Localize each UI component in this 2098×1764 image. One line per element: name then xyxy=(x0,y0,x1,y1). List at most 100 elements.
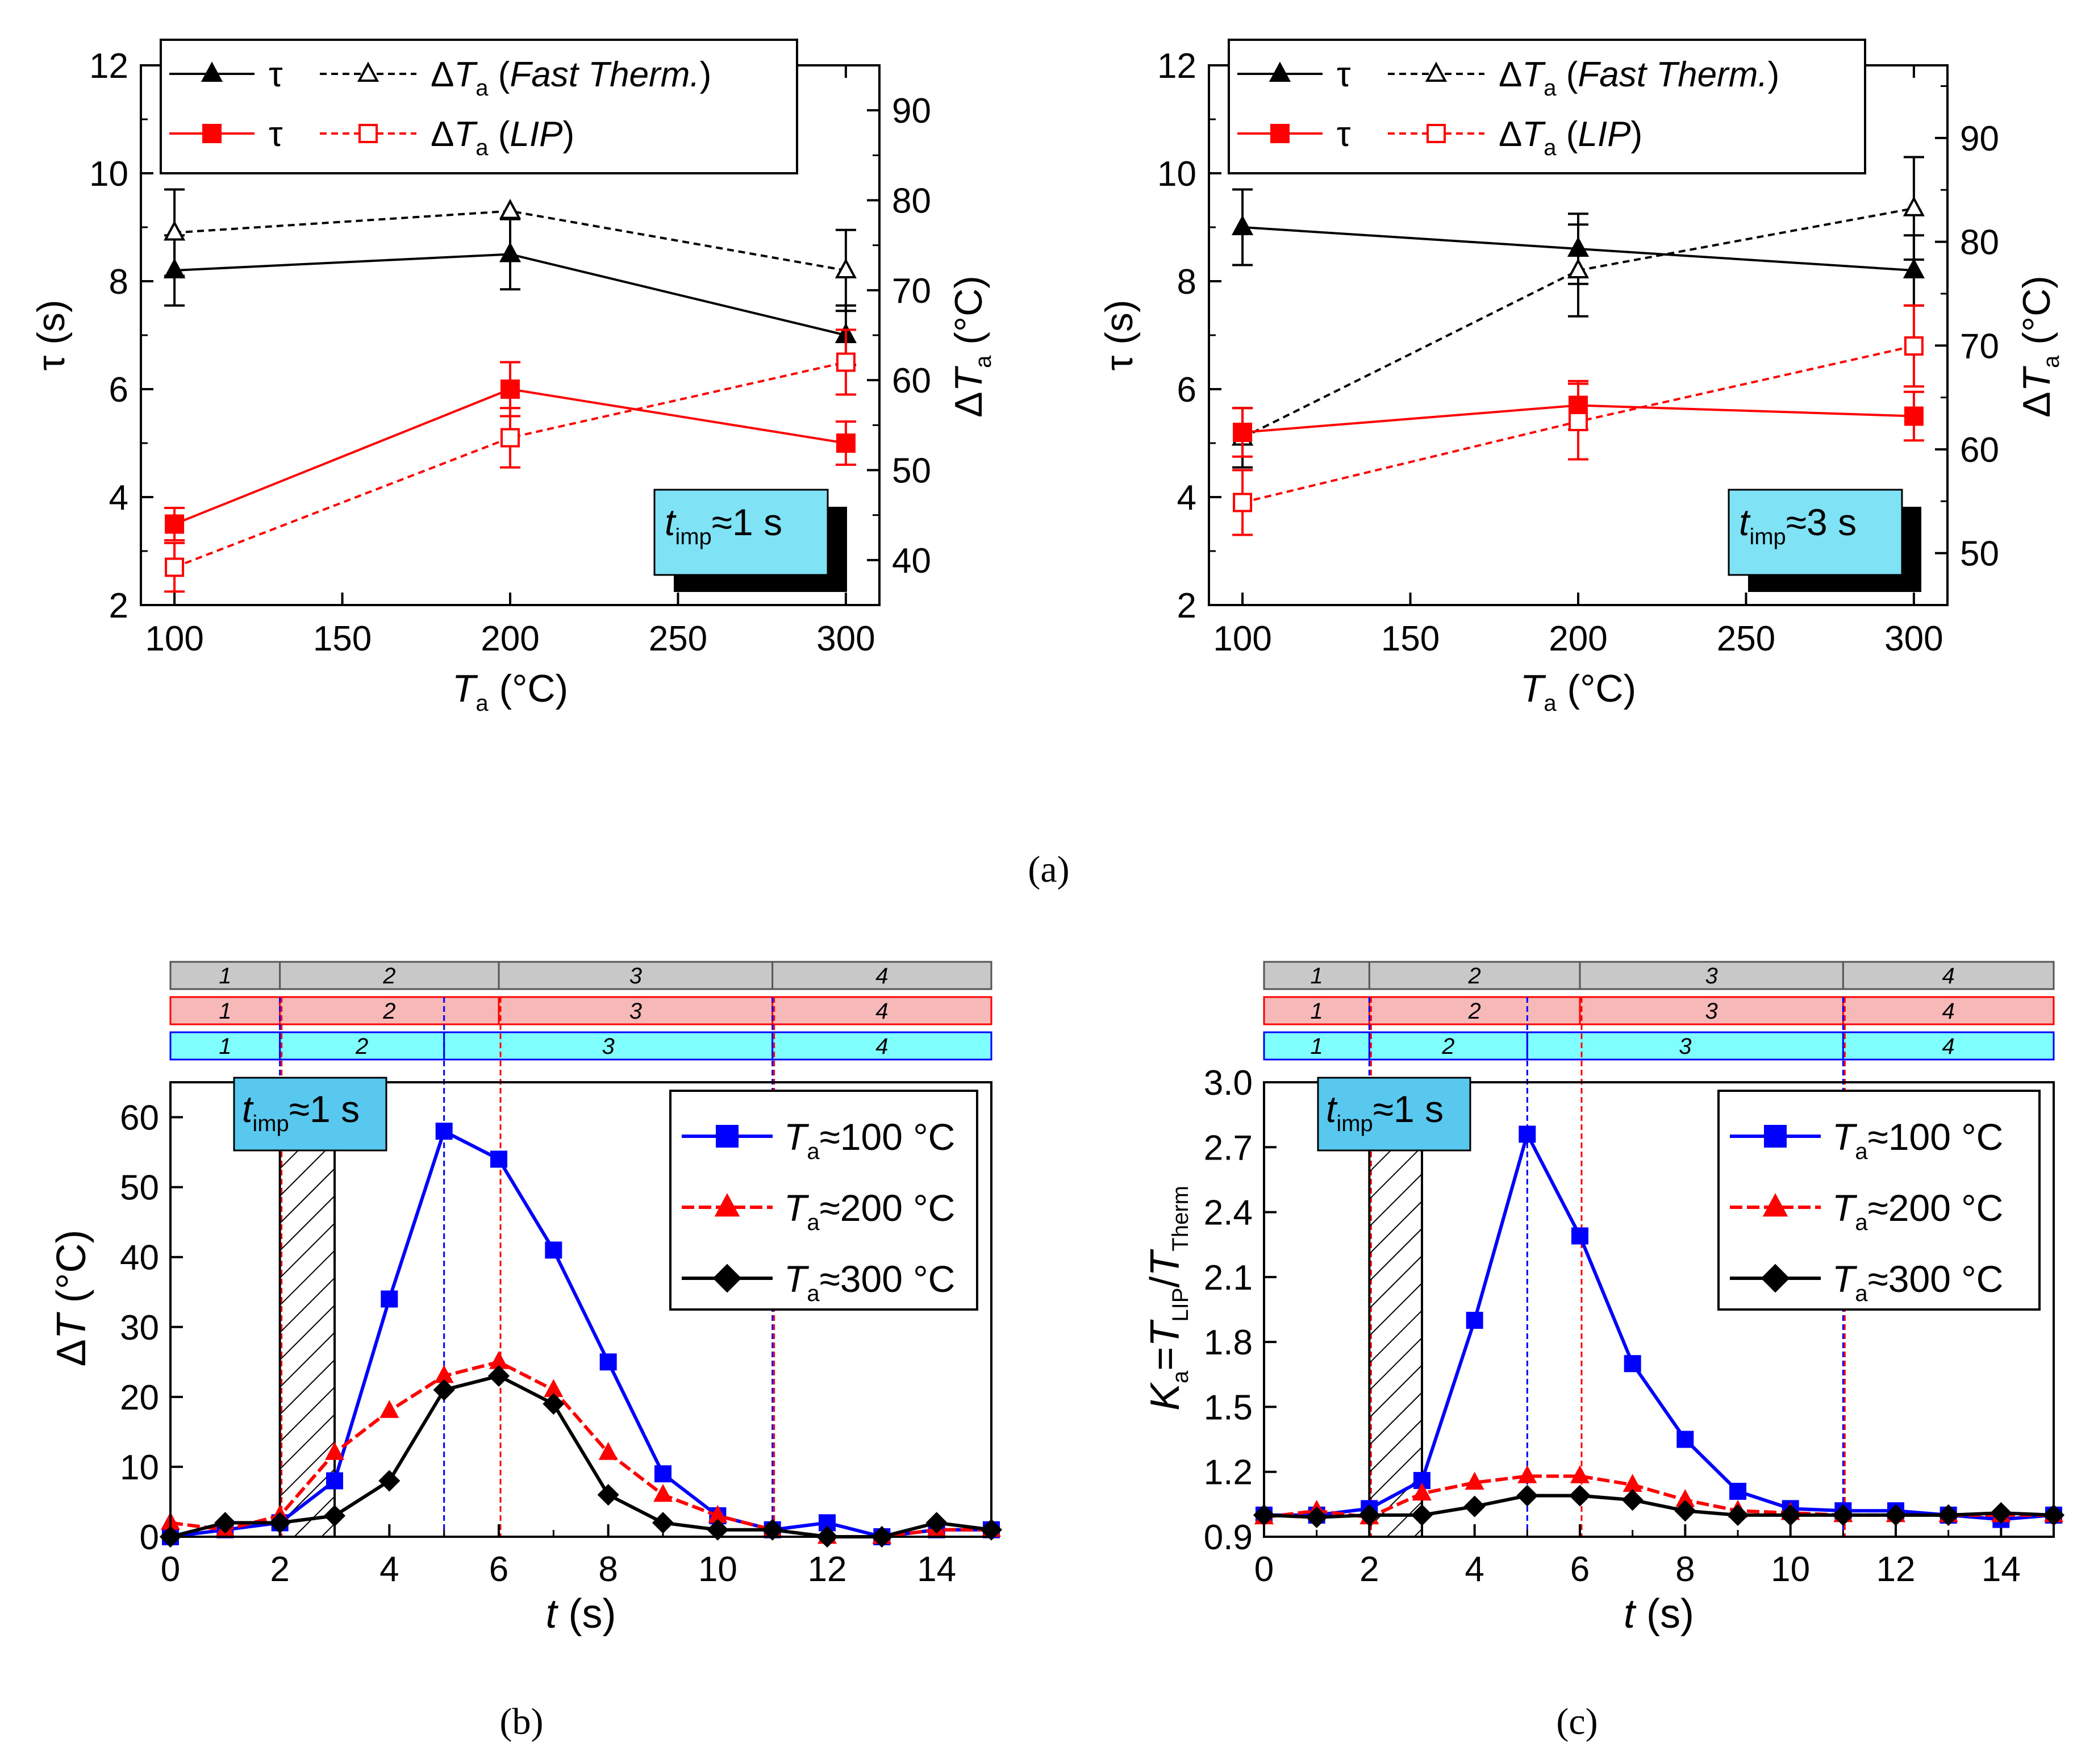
data-point xyxy=(1903,196,1925,216)
plot-frame xyxy=(169,1081,992,1538)
data-point xyxy=(1674,1500,1696,1522)
chart-a-right: 100 150 200 250 300 2 4 6 8 10 12 50 60 70 80 90 Ta (°C)… xyxy=(1098,39,2064,716)
stage-label: 3 xyxy=(1679,1034,1691,1059)
panel-a-label: (a) xyxy=(1028,849,1069,890)
data-point xyxy=(499,242,522,262)
data-point xyxy=(1233,423,1253,442)
data-point xyxy=(165,557,185,577)
y-tick-label: 10 xyxy=(1157,155,1196,194)
stage-label: 4 xyxy=(1942,964,1955,989)
data-point xyxy=(165,514,185,534)
data-point xyxy=(1571,1227,1588,1245)
data-point xyxy=(925,1512,948,1534)
y-tick-label: 30 xyxy=(120,1308,159,1348)
x-tick-label: 10 xyxy=(1771,1550,1810,1589)
x-tick-label: 200 xyxy=(1549,619,1607,658)
legend-label: Ta≈200 °C xyxy=(784,1187,955,1235)
x-tick-label: 4 xyxy=(1465,1550,1484,1589)
y-tick-label: 6 xyxy=(109,370,128,410)
data-point xyxy=(1567,258,1590,278)
data-point xyxy=(500,428,520,448)
legend-tau: τ xyxy=(269,115,283,154)
data-point xyxy=(1233,493,1253,512)
series-line-1 xyxy=(170,1360,991,1538)
y-tick-label: 12 xyxy=(89,47,128,86)
series-line-0 xyxy=(1264,1129,2054,1521)
stage-label: 2 xyxy=(355,1034,368,1059)
x-tick-label: 250 xyxy=(649,619,707,658)
data-point xyxy=(1465,1471,1484,1490)
y2-tick-label: 70 xyxy=(892,272,931,311)
data-point xyxy=(1621,1489,1644,1511)
data-point xyxy=(1726,1504,1749,1526)
legend-dT: ΔTa (LIP) xyxy=(1499,115,1642,160)
legend-marker xyxy=(1270,124,1290,143)
y-axis-label: Ka=TLIP/TTherm xyxy=(1142,1186,1193,1411)
stage-label: 3 xyxy=(1705,964,1718,989)
legend-marker xyxy=(358,124,378,143)
stage-bar xyxy=(1263,961,2055,990)
y-tick-label: 6 xyxy=(1177,370,1196,410)
data-point xyxy=(652,1512,674,1534)
data-point xyxy=(1519,1125,1536,1143)
data-point xyxy=(597,1484,619,1506)
data-point xyxy=(1904,336,1924,356)
data-point xyxy=(1569,412,1588,431)
data-point xyxy=(1937,1504,1959,1526)
x-tick-label: 14 xyxy=(917,1550,956,1589)
impulse-region xyxy=(1368,1118,1423,1538)
legend-label: Ta≈300 °C xyxy=(1832,1258,2003,1306)
legend-marker xyxy=(1761,1263,1790,1293)
x-tick-label: 14 xyxy=(1982,1550,2021,1589)
series-line-0 xyxy=(170,1128,991,1539)
y-tick-label: 2.1 xyxy=(1204,1258,1253,1298)
data-point xyxy=(1516,1484,1538,1507)
legend-label: Ta≈300 °C xyxy=(784,1258,955,1306)
data-point xyxy=(500,380,520,399)
chart-c: 1 2 3 41 2 3 41 2 3 40 2 4 6 8 10 12 140.91.21.51.82.12.… xyxy=(1142,961,2065,1637)
stage-label: 1 xyxy=(1311,999,1323,1024)
x-tick-label: 6 xyxy=(489,1550,508,1589)
data-point xyxy=(490,1150,507,1168)
data-point xyxy=(653,1483,673,1502)
data-point xyxy=(835,258,857,278)
data-point xyxy=(323,1504,346,1527)
x-tick-label: 6 xyxy=(1570,1550,1590,1589)
series-line-2 xyxy=(1263,1494,2054,1519)
legend-tau: τ xyxy=(269,55,283,94)
x-tick-label: 12 xyxy=(1876,1550,1916,1589)
stage-label: 1 xyxy=(219,999,231,1024)
stage-label: 1 xyxy=(1311,964,1323,989)
y-tick-label: 0 xyxy=(140,1518,159,1557)
y2-tick-label: 80 xyxy=(1960,223,1999,262)
y-tick-label: 50 xyxy=(120,1169,159,1208)
legend-label: Ta≈100 °C xyxy=(784,1116,955,1164)
x-axis-label: Ta (°C) xyxy=(1520,667,1636,716)
stage-label: 2 xyxy=(1441,1034,1454,1059)
x-tick-label: 8 xyxy=(598,1550,618,1589)
x-axis-label: t (s) xyxy=(546,1591,616,1637)
stage-label: 2 xyxy=(382,964,395,989)
legend-marker xyxy=(357,61,379,82)
data-point xyxy=(1903,258,1925,278)
data-point xyxy=(1463,1495,1486,1517)
stage-label: 3 xyxy=(629,999,642,1024)
data-point xyxy=(1358,1504,1380,1526)
y-tick-label: 10 xyxy=(89,155,128,194)
stage-label: 3 xyxy=(629,964,642,989)
legend-marker xyxy=(716,1125,739,1148)
chart-a-left: 100 150 200 250 300 2 4 6 8 10 12 40 50 60 70 80 90 Ta (°… xyxy=(30,39,996,716)
y2-tick-label: 90 xyxy=(1960,119,1999,159)
legend-label: Ta≈200 °C xyxy=(1832,1187,2003,1235)
stage-bar xyxy=(169,961,992,990)
x-tick-label: 0 xyxy=(161,1550,180,1589)
legend-box xyxy=(1228,39,1866,174)
data-point xyxy=(325,1442,344,1460)
stage-label: 2 xyxy=(1468,999,1481,1024)
data-point xyxy=(707,1519,729,1541)
y2-tick-label: 80 xyxy=(892,182,931,221)
legend-tau: τ xyxy=(1337,55,1351,94)
data-point xyxy=(836,433,856,453)
y-tick-label: 10 xyxy=(120,1448,159,1487)
